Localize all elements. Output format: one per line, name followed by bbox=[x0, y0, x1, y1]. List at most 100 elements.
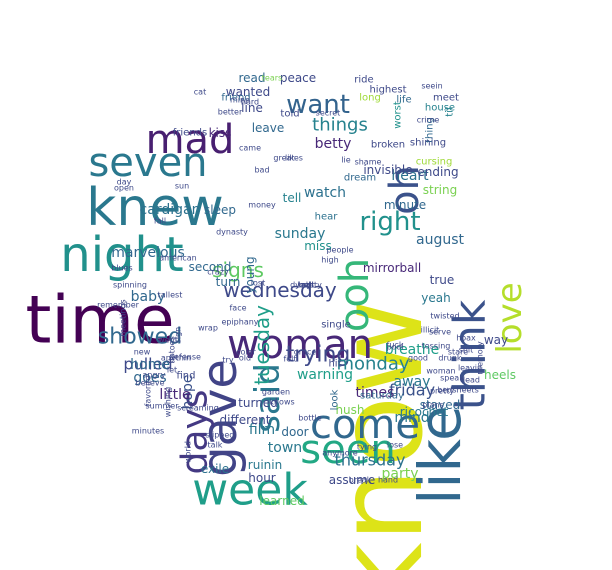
word-pretty: pretty bbox=[430, 387, 454, 396]
word-turned: turned bbox=[238, 396, 278, 410]
word-believe: believe bbox=[135, 379, 164, 388]
word-door: door bbox=[281, 425, 308, 439]
word-slipped: slipped bbox=[206, 431, 235, 440]
word-tell: tell bbox=[283, 191, 302, 205]
word-hush: hush bbox=[335, 403, 364, 417]
word-invisible: invisible bbox=[363, 163, 412, 177]
word-august: august bbox=[416, 232, 465, 248]
word-mirrorball: mirrorball bbox=[363, 261, 421, 275]
word-trying: trying bbox=[286, 343, 351, 368]
word-come: come bbox=[310, 402, 420, 448]
word-gave: gave bbox=[192, 359, 248, 477]
word-things: things bbox=[312, 115, 368, 136]
word-dead: dead bbox=[460, 376, 480, 385]
word-minutes: minutes bbox=[132, 427, 164, 436]
word-highest: highest bbox=[369, 85, 406, 96]
word-old: old bbox=[239, 354, 251, 363]
word-cursing: cursing bbox=[416, 157, 453, 168]
word-long: long bbox=[359, 93, 381, 104]
word-break: break bbox=[349, 476, 372, 485]
word-seven: seven bbox=[88, 140, 207, 186]
word-baby: baby bbox=[131, 289, 166, 305]
word-pulled: pulled bbox=[123, 355, 172, 374]
word-fall: fall bbox=[154, 217, 166, 226]
word-pool: pool bbox=[386, 343, 403, 352]
word-tallest: tallest bbox=[158, 291, 183, 300]
word-lost: lost bbox=[251, 279, 265, 288]
word-tossing: tossing bbox=[422, 342, 451, 351]
word-better: better bbox=[218, 108, 243, 117]
word-look: look bbox=[330, 389, 341, 410]
word-way: way bbox=[484, 333, 508, 347]
word-bed: bed bbox=[298, 281, 313, 290]
word-dream: dream bbox=[344, 173, 376, 184]
word-mad: mad bbox=[146, 117, 235, 163]
word-warning: warning bbox=[297, 367, 353, 383]
word-leave: leave bbox=[252, 121, 285, 135]
word-second: second bbox=[189, 260, 232, 274]
word-thursday: thursday bbox=[335, 451, 406, 470]
word-knows: knows bbox=[269, 398, 294, 407]
word-friday: friday bbox=[389, 381, 435, 400]
word-saturday: saturday bbox=[360, 391, 404, 402]
word-true: true bbox=[430, 273, 455, 287]
word-twisted: twisted bbox=[430, 312, 459, 321]
word-defense: defense bbox=[169, 353, 201, 362]
word-like: like bbox=[406, 405, 474, 504]
word-felt: felt bbox=[283, 355, 296, 364]
word-memory: memory bbox=[476, 341, 485, 375]
word-cat: cat bbox=[194, 88, 206, 97]
word-ending: ending bbox=[417, 165, 458, 179]
word-lie: lie bbox=[341, 156, 350, 165]
word-ricochet: ricochet bbox=[400, 405, 449, 419]
word-heart: heart bbox=[391, 168, 429, 184]
word-thing: thing bbox=[425, 117, 436, 143]
word-drunk: drunk bbox=[438, 354, 462, 363]
word-bad: bad bbox=[254, 166, 269, 175]
word-color: color bbox=[236, 348, 256, 357]
word-breathe: breathe bbox=[385, 342, 440, 358]
word-minute: minute bbox=[384, 198, 426, 212]
word-came: came bbox=[239, 144, 261, 153]
word-screaming: screaming bbox=[177, 404, 219, 413]
word-little: little bbox=[159, 387, 190, 403]
word-oh: oh bbox=[382, 165, 428, 215]
word-hand: hand bbox=[378, 476, 398, 485]
word-money: money bbox=[248, 201, 276, 210]
word-times: times bbox=[356, 385, 395, 401]
word-likes: likes bbox=[285, 154, 303, 163]
word-day: day bbox=[117, 178, 132, 187]
word-crazy: crazy bbox=[207, 268, 229, 277]
word-want: want bbox=[286, 90, 350, 120]
word-cardigan: cardigan bbox=[140, 202, 201, 218]
word-blues: blues bbox=[111, 264, 132, 273]
word-town: town bbox=[268, 440, 302, 456]
word-worst: worst bbox=[393, 101, 404, 129]
word-goes: goes bbox=[133, 370, 166, 386]
word-went: went bbox=[158, 336, 178, 345]
word-angry: angry bbox=[142, 371, 165, 380]
word-ooh: ooh bbox=[332, 258, 378, 332]
word-dynasty: dynasty bbox=[290, 281, 322, 290]
word-meet: meet bbox=[433, 93, 459, 104]
word-shame: shame bbox=[355, 158, 382, 167]
word-fuck: fuck bbox=[387, 341, 404, 350]
word-woman: woman bbox=[227, 322, 373, 368]
word-hour: hour bbox=[248, 471, 276, 485]
word-friend: friend bbox=[221, 93, 250, 104]
word-good: good bbox=[408, 354, 428, 363]
word-life: life bbox=[396, 95, 411, 106]
word-different: different bbox=[220, 413, 271, 427]
word-plans: plans bbox=[422, 401, 443, 410]
word-favorite: favorite bbox=[144, 375, 153, 406]
word-tears: tears bbox=[262, 74, 282, 83]
word-meetings: meetings bbox=[119, 299, 128, 336]
word-night: night bbox=[60, 227, 183, 283]
word-bottle: bottle bbox=[298, 414, 321, 423]
word-epiphany: epiphany bbox=[221, 318, 258, 327]
word-secret: secret bbox=[316, 109, 341, 118]
word-shining: shining bbox=[410, 138, 446, 149]
word-exile: exile bbox=[201, 462, 229, 476]
word-til: til bbox=[445, 107, 456, 116]
